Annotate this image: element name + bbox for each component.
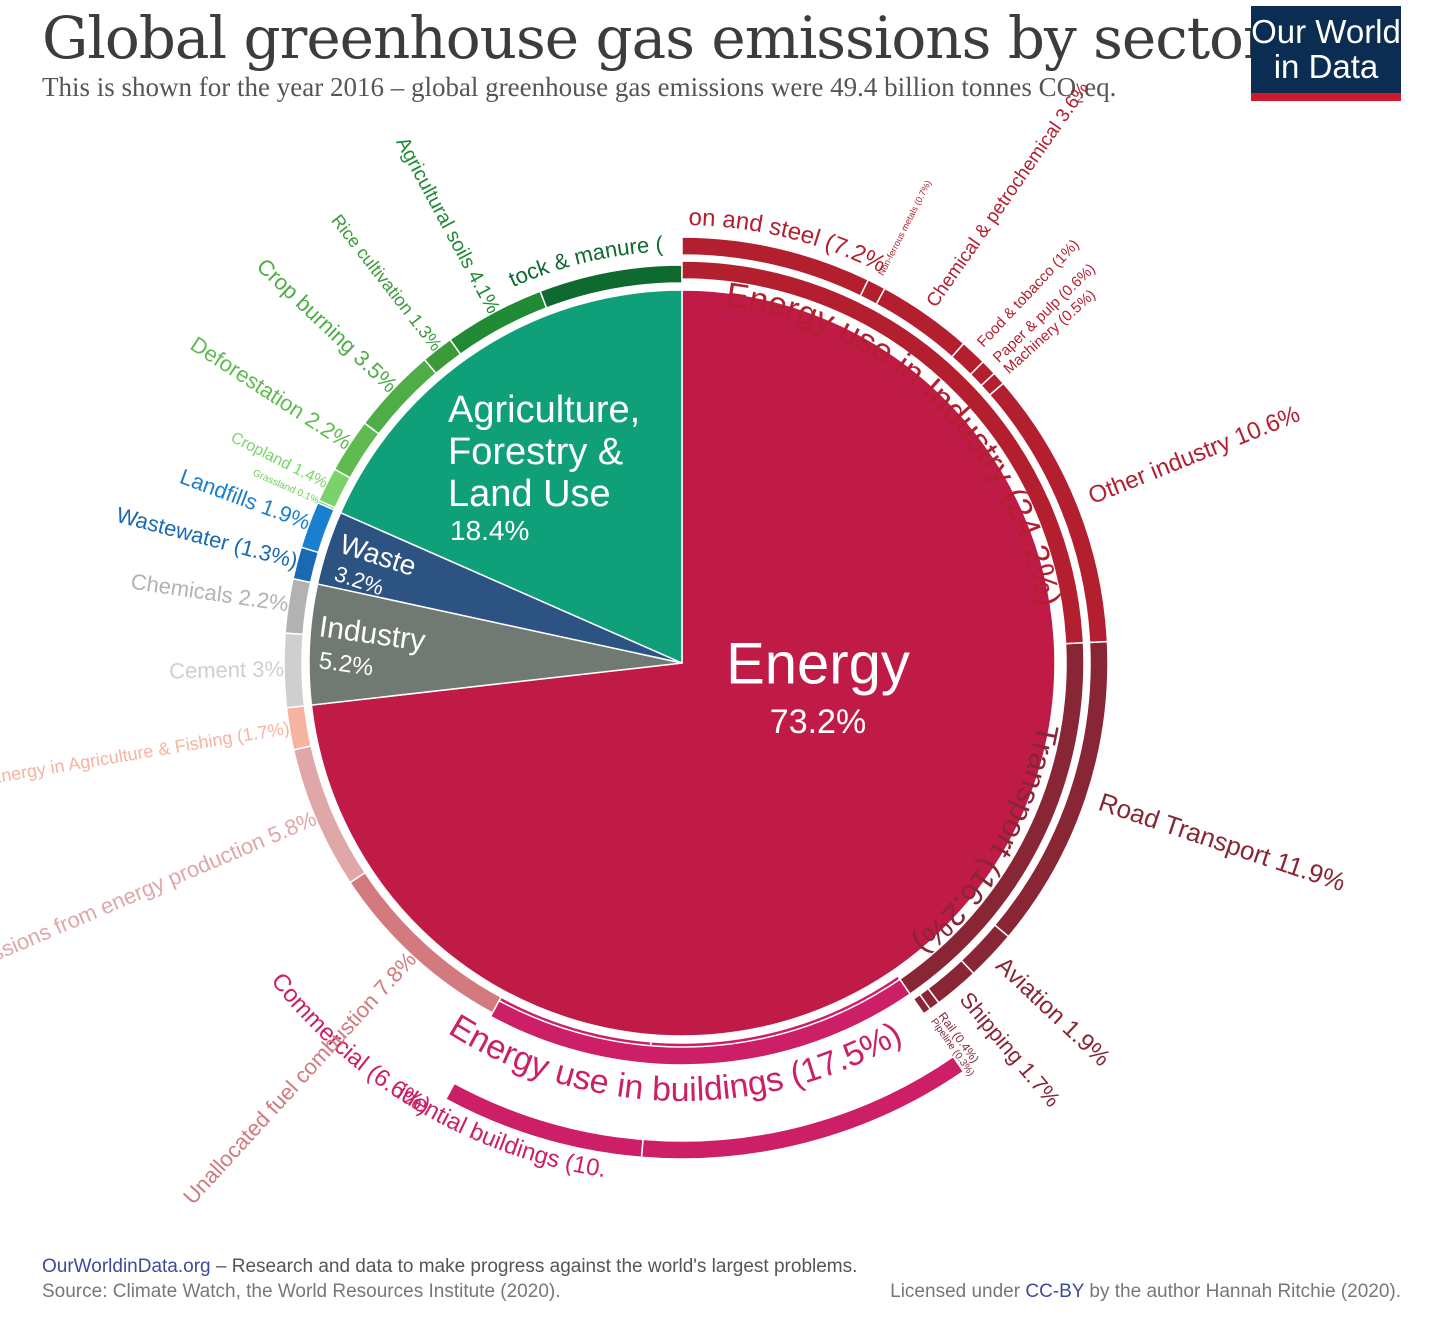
sub-arc-chemicals[interactable]: [284, 577, 312, 636]
sub-label-chemicals: Chemicals 2.2%: [129, 569, 290, 617]
energy-sector-value: 73.2%: [770, 703, 866, 741]
sub-label-road-transport: Road Transport 11.9%: [1095, 787, 1349, 898]
sub-arc-pipeline[interactable]: [912, 993, 932, 1015]
chart-title: Global greenhouse gas emissions by secto…: [42, 4, 1271, 72]
footer-site-link[interactable]: OurWorldinData.org: [42, 1256, 211, 1277]
subtitle-end: eq.: [1084, 72, 1117, 102]
footer-license: Licensed under CC-BY by the author Hanna…: [890, 1281, 1401, 1303]
afolu-sector-label-line-2: Forestry &: [448, 431, 623, 473]
sub-arc-energy-in-agriculture-and-fishing[interactable]: [285, 705, 313, 751]
logo-line-2: in Data: [1273, 48, 1379, 85]
footer-source: Source: Climate Watch, the World Resourc…: [42, 1281, 561, 1302]
sub-label-non-ferrous-metals: Non-ferrous metals (0.7%): [876, 179, 933, 277]
sub-arc-cement[interactable]: [283, 632, 306, 709]
pie-slice-energy[interactable]: [310, 289, 1056, 1037]
sub-label-deforestation: Deforestation 2.2%: [186, 331, 356, 454]
sub-label-cement: Cement 3%: [169, 656, 284, 683]
sub-label-other-industry: Other industry 10.6%: [1085, 401, 1304, 510]
owid-logo[interactable]: Our World in Data: [1251, 6, 1401, 101]
energy-sector-label: Energy: [726, 631, 910, 696]
footer-tagline: OurWorldinData.org – Research and data t…: [42, 1256, 857, 1278]
group-arc-energy-use-in-buildings[interactable]: [489, 978, 912, 1066]
sub-label-energy-in-agriculture-and-fishing: Energy in Agriculture & Fishing (1.7%): [0, 718, 291, 788]
subtitle-subscript: 2: [1076, 89, 1085, 107]
footer-tagline-text: – Research and data to make progress aga…: [210, 1256, 858, 1277]
sub-arc-livestock-and-manure[interactable]: [539, 264, 683, 309]
sub-arc-outer-commercial[interactable]: [444, 1082, 644, 1159]
sub-label-livestock-and-manure: Livestock & manure (5.8%): [0, 0, 664, 292]
logo-line-1: Our World: [1251, 13, 1401, 50]
middle-ring: [489, 260, 1085, 1066]
license-post: by the author Hannah Ritchie (2020).: [1084, 1281, 1401, 1302]
sub-label-chemical-and-petrochemical: Chemical & petrochemical 3.6%: [923, 78, 1094, 311]
chart-subtitle: This is shown for the year 2016 – global…: [42, 72, 1116, 107]
license-pre: Licensed under: [890, 1281, 1026, 1302]
pie: [308, 289, 1056, 1037]
sub-label-agricultural-soils: Agricultural soils 4.1%: [391, 134, 504, 318]
pie-slice-agriculture-forestry-and-land-use[interactable]: [339, 289, 683, 665]
cc-by-link[interactable]: CC-BY: [1025, 1281, 1085, 1302]
afolu-sector-label-line-1: Agriculture,: [448, 389, 640, 431]
sub-label-livestock-and-manure-path: Livestock & manure (5.8%): [0, 0, 664, 292]
afolu-sector-value: 18.4%: [450, 515, 529, 546]
subtitle-text: This is shown for the year 2016 – global…: [42, 72, 1077, 102]
afolu-sector-label-line-3: Land Use: [448, 473, 611, 515]
